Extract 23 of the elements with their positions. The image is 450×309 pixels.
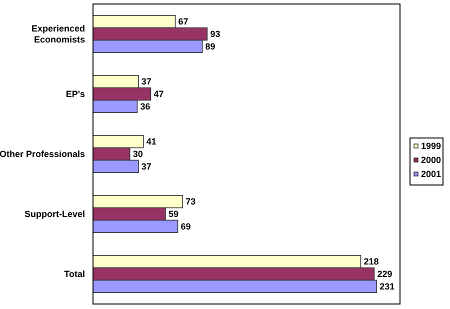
y-tick-label: Support-Level: [24, 209, 85, 219]
data-label: 37: [141, 161, 152, 172]
data-label: 231: [380, 281, 395, 292]
data-label: 93: [210, 29, 220, 39]
legend-label: 2001: [421, 169, 442, 179]
data-label: 30: [132, 149, 143, 159]
data-label: 67: [178, 16, 188, 27]
legend-label: 2000: [421, 155, 442, 165]
data-label: 218: [364, 256, 379, 267]
data-label: 41: [146, 136, 156, 147]
data-label: 37: [141, 76, 152, 87]
legend-label: 1999: [421, 141, 442, 151]
data-label: 229: [377, 269, 392, 279]
y-tick-label: Other Professionals: [0, 149, 85, 159]
data-label: 36: [140, 101, 150, 112]
y-tick-label: Experienced Economists: [31, 24, 85, 44]
data-label: 69: [180, 221, 191, 232]
y-tick-label: Total: [64, 269, 85, 279]
data-label: 59: [168, 209, 178, 219]
data-label: 73: [186, 196, 196, 207]
data-label: 89: [205, 41, 216, 52]
data-label: 47: [154, 89, 164, 99]
y-tick-label: EP's: [66, 89, 85, 99]
